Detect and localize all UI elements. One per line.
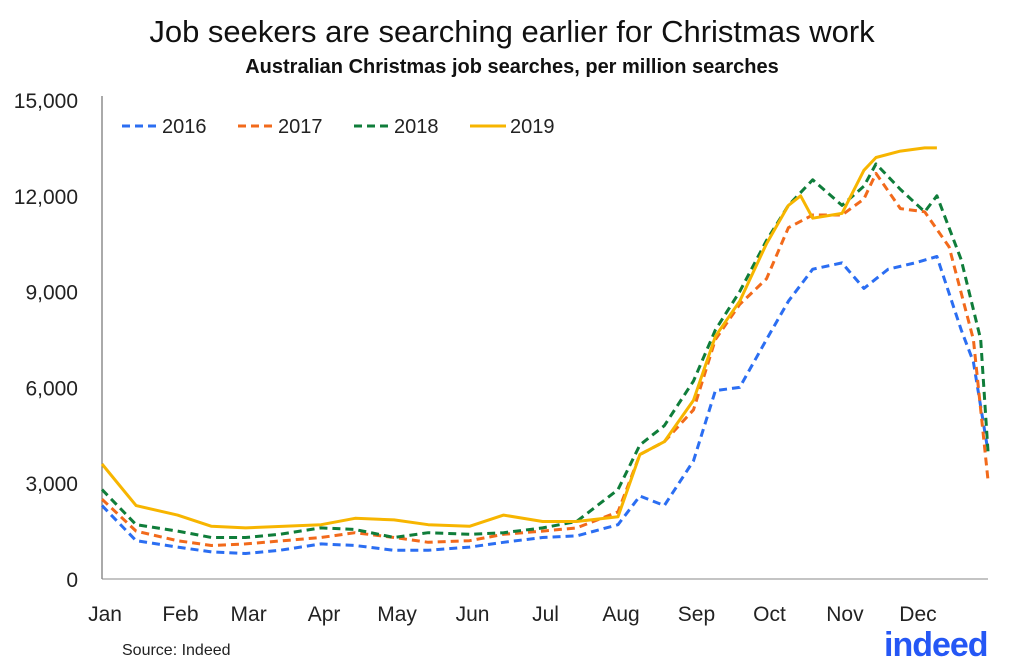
- x-tick-label: Nov: [826, 603, 864, 626]
- source-note: Source: Indeed: [122, 642, 231, 659]
- x-tick-label: Dec: [899, 603, 936, 626]
- legend-label: 2017: [278, 116, 323, 138]
- x-tick-label: Sep: [678, 603, 715, 626]
- series-line-2019: [100, 146, 937, 530]
- y-tick-label: 12,000: [14, 186, 78, 209]
- y-tick-label: 9,000: [25, 282, 78, 305]
- x-tick-label: Aug: [602, 603, 639, 626]
- x-tick-label: Jul: [532, 603, 559, 626]
- series-line-2016: [100, 255, 990, 555]
- chart-subtitle: Australian Christmas job searches, per m…: [245, 56, 779, 78]
- legend-label: 2019: [510, 116, 555, 138]
- x-tick-label: Jan: [88, 603, 122, 626]
- y-tick-label: 3,000: [25, 473, 78, 496]
- legend-label: 2016: [162, 116, 207, 138]
- series-line-2018: [100, 162, 990, 539]
- x-tick-label: Apr: [308, 603, 341, 626]
- x-tick-label: Jun: [456, 603, 490, 626]
- y-tick-label: 0: [66, 569, 78, 592]
- x-tick-label: Oct: [753, 603, 786, 626]
- x-tick-label: May: [377, 603, 417, 626]
- x-tick-label: Feb: [162, 603, 198, 626]
- series-line-2017: [100, 171, 990, 547]
- chart-title: Job seekers are searching earlier for Ch…: [149, 14, 875, 49]
- legend-label: 2018: [394, 116, 439, 138]
- x-tick-label: Mar: [231, 603, 267, 626]
- y-tick-label: 6,000: [25, 377, 78, 400]
- y-tick-label: 15,000: [14, 90, 78, 113]
- indeed-logo: indeed: [884, 626, 989, 664]
